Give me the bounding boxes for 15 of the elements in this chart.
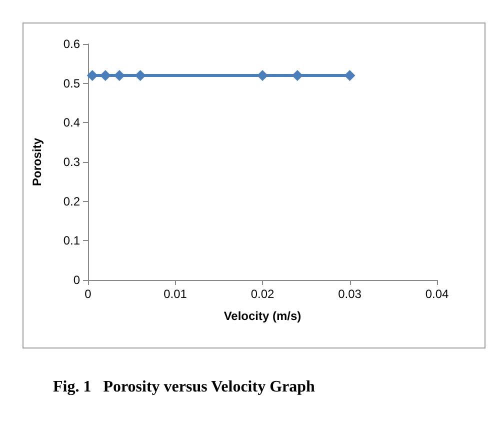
y-axis-title: Porosity: [30, 138, 44, 186]
x-tick-label: 0.03: [338, 287, 362, 301]
y-tick-label: 0.6: [63, 37, 80, 51]
y-tick-label: 0.5: [63, 76, 80, 90]
x-axis-title: Velocity (m/s): [224, 309, 302, 323]
y-tick-label: 0: [73, 273, 80, 287]
x-tick-label: 0.04: [425, 287, 449, 301]
x-tick-label: 0: [84, 287, 92, 301]
x-tick-label: 0.02: [250, 287, 274, 301]
y-tick-label: 0.1: [63, 234, 80, 248]
y-tick-label: 0.3: [63, 155, 80, 169]
y-tick-label: 0.2: [63, 194, 80, 208]
x-tick-label: 0.01: [164, 287, 188, 301]
caption: Fig. 1 Porosity versus Velocity Graph: [53, 378, 316, 396]
y-tick-label: 0.4: [63, 116, 80, 130]
